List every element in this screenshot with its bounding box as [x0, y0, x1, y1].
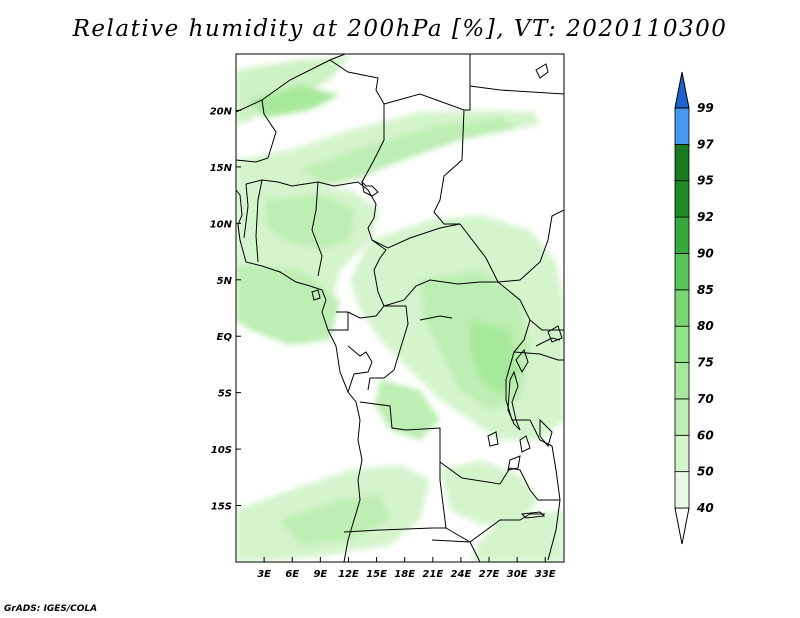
border — [255, 179, 263, 263]
lat-tick-label: 5N — [217, 276, 233, 287]
lon-tick-label: 30E — [507, 569, 528, 580]
humidity-field — [236, 54, 564, 562]
colorbar-bin — [674, 143, 690, 182]
colorbar-arrow-low — [674, 507, 690, 545]
border — [243, 183, 249, 239]
border — [383, 279, 498, 307]
colorbar-label: 99 — [697, 101, 714, 115]
border — [329, 59, 385, 183]
river — [419, 315, 453, 321]
border — [336, 305, 385, 319]
lake-outline — [519, 435, 531, 453]
river — [535, 63, 549, 79]
lat-tick-label: 10N — [210, 219, 233, 230]
lon-tick-label: 27E — [479, 569, 500, 580]
river — [520, 511, 546, 519]
lake-outline — [311, 289, 321, 301]
credit-label: GrADS: IGES/COLA — [4, 604, 98, 614]
lon-tick-label: 6E — [285, 569, 299, 580]
border — [367, 305, 409, 391]
coastline — [236, 189, 363, 562]
border — [433, 109, 564, 283]
lon-tick-label: 9E — [313, 569, 327, 580]
humidity-area — [440, 460, 540, 525]
lon-tick-label: 15E — [366, 569, 387, 580]
latitude-ticks: 20N 15N 10N 5N EQ 5S 10S 15S — [210, 106, 241, 513]
colorbar-label: 50 — [697, 465, 714, 479]
lon-tick-label: 24E — [451, 569, 472, 580]
lon-tick-label: 12E — [338, 569, 359, 580]
lake-outline — [515, 348, 529, 374]
colorbar-label: 80 — [697, 319, 714, 333]
colorbar-bin — [674, 398, 690, 436]
colorbar-bin — [674, 216, 690, 254]
border — [469, 85, 564, 95]
lat-tick-label: EQ — [217, 332, 233, 343]
chart-title: Relative humidity at 200hPa [%], VT: 202… — [72, 16, 728, 42]
lake-outline — [507, 370, 521, 431]
lat-tick-label: 15S — [211, 502, 232, 513]
map-frame — [235, 53, 565, 563]
colorbar-bin — [674, 180, 690, 218]
humidity-area — [250, 85, 340, 118]
lon-tick-label: 18E — [394, 569, 415, 580]
humidity-area — [265, 195, 355, 250]
lake-outline — [547, 325, 563, 343]
colorbar-label: 90 — [697, 246, 714, 260]
border — [343, 527, 446, 533]
border — [439, 462, 545, 543]
colorbar-label: 75 — [697, 356, 714, 370]
river — [487, 431, 499, 447]
border — [513, 351, 564, 361]
colorbar: 40 50 60 70 75 80 85 90 92 95 97 99 — [674, 71, 714, 545]
longitude-ticks: 3E 6E 9E 12E 15E 18E 21E 24E 27E 30E 33E — [257, 557, 556, 580]
lake-outline — [361, 180, 379, 197]
humidity-area — [280, 495, 390, 545]
colorbar-label: 70 — [697, 392, 714, 406]
colorbar-bin — [674, 289, 690, 327]
border — [371, 223, 461, 249]
humidity-area — [236, 265, 340, 345]
colorbar-arrow-high — [674, 71, 690, 109]
colorbar-label: 60 — [697, 428, 714, 442]
lon-tick-label: 33E — [535, 569, 556, 580]
border — [347, 345, 373, 393]
colorbar-label: 85 — [697, 283, 714, 297]
lon-tick-label: 21E — [422, 569, 443, 580]
border — [529, 419, 561, 561]
colorbar-bin — [674, 434, 690, 473]
border — [245, 179, 387, 307]
colorbar-label: 95 — [697, 174, 714, 188]
humidity-area — [470, 510, 564, 562]
border — [311, 181, 323, 277]
colorbar-bin — [674, 362, 690, 400]
colorbar-label: 97 — [697, 137, 714, 151]
border — [431, 539, 481, 562]
colorbar-bin — [674, 325, 690, 363]
lat-tick-label: 20N — [210, 106, 233, 117]
country-borders — [236, 54, 564, 562]
border — [236, 99, 277, 163]
lat-tick-label: 5S — [218, 389, 232, 400]
river — [507, 455, 521, 471]
lake-outline — [539, 418, 553, 448]
colorbar-bin — [674, 253, 690, 291]
colorbar-bin — [674, 107, 690, 145]
lat-tick-label: 15N — [210, 163, 233, 174]
border — [236, 54, 346, 113]
lon-tick-label: 3E — [257, 569, 271, 580]
colorbar-label: 92 — [697, 210, 714, 224]
border — [328, 312, 349, 331]
border — [359, 401, 560, 501]
lat-tick-label: 10S — [211, 445, 232, 456]
colorbar-label: 40 — [696, 501, 714, 515]
colorbar-bin — [674, 471, 690, 509]
humidity-area — [300, 118, 520, 185]
